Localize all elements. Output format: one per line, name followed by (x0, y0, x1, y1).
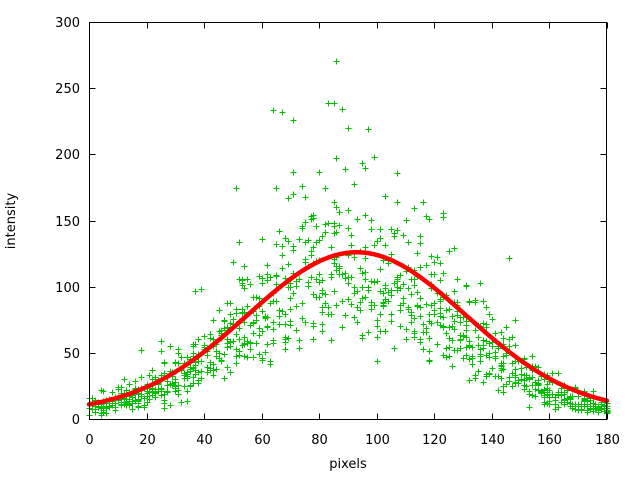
gaussian-fit-curve (86, 250, 610, 407)
y-axis-label: intensity (4, 193, 19, 250)
y-tick-label: 50 (63, 347, 80, 362)
x-tick-label: 0 (85, 433, 93, 448)
y-tick-label: 200 (55, 148, 80, 163)
x-tick-label: 140 (480, 433, 505, 448)
y-tick-label: 300 (55, 16, 80, 31)
plot-border (89, 22, 607, 420)
x-tick-label: 20 (139, 433, 156, 448)
x-tick-label: 80 (311, 433, 328, 448)
x-tick-label: 120 (422, 433, 447, 448)
y-tick-label: 150 (55, 215, 80, 230)
x-axis-label: pixels (329, 457, 367, 472)
x-tick-label: 180 (595, 433, 620, 448)
x-tick-label: 160 (537, 433, 562, 448)
x-tick-label: 40 (196, 433, 213, 448)
x-tick-label: 60 (254, 433, 271, 448)
y-tick-label: 0 (72, 413, 80, 428)
scatter-points-measured (86, 58, 611, 419)
x-tick-labels: 0 20 40 60 80 100 120 140 160 180 (85, 433, 620, 448)
y-tick-label: 100 (55, 281, 80, 296)
x-tick-label: 100 (365, 433, 390, 448)
y-tick-label: 250 (55, 82, 80, 97)
y-tick-labels: 0 50 100 150 200 250 300 (55, 16, 80, 428)
axis-ticks (89, 22, 608, 420)
